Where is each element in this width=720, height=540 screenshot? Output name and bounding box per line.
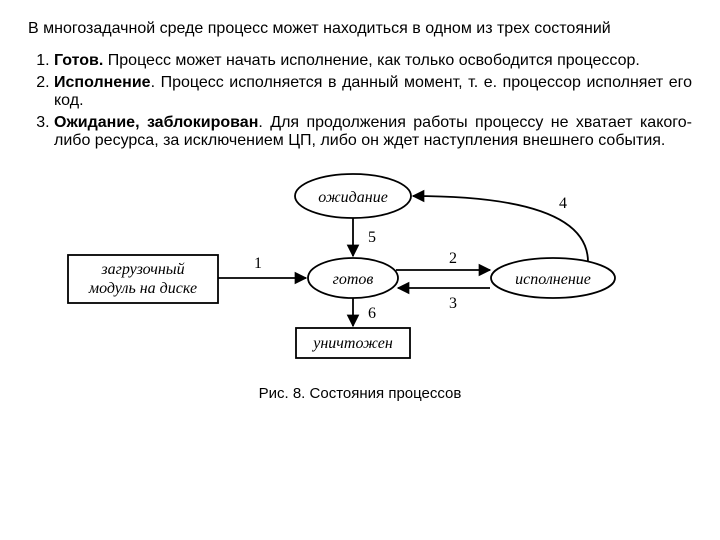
list-item: Готов. Процесс может начать исполнение, … bbox=[54, 52, 692, 70]
edge-5-label: 5 bbox=[368, 229, 376, 246]
edge-6-label: 6 bbox=[368, 305, 376, 322]
edge-3-label: 3 bbox=[449, 295, 457, 312]
list-item: Исполнение. Процесс исполняется в данный… bbox=[54, 74, 692, 110]
term: Ожидание, заблокирован bbox=[54, 114, 258, 131]
state-diagram: загрузочный модуль на диске ожидание гот… bbox=[28, 160, 692, 375]
term-text: Процесс может начать исполнение, как тол… bbox=[103, 52, 640, 69]
states-list: Готов. Процесс может начать исполнение, … bbox=[28, 52, 692, 150]
node-ready-label: готов bbox=[333, 271, 374, 288]
figure-caption: Рис. 8. Состояния процессов bbox=[28, 385, 692, 402]
edge-1-label: 1 bbox=[254, 255, 262, 272]
node-loader-label1: загрузочный bbox=[100, 261, 184, 278]
edge-2-label: 2 bbox=[449, 250, 457, 267]
intro-text: В многозадачной среде процесс может нахо… bbox=[28, 20, 692, 38]
term: Исполнение bbox=[54, 74, 151, 91]
term-text: . Процесс исполняется в данный момент, т… bbox=[54, 74, 692, 109]
node-loader-label2: модуль на диске bbox=[88, 280, 197, 297]
node-running-label: исполнение bbox=[515, 271, 591, 288]
term: Готов. bbox=[54, 52, 103, 69]
diagram-svg: загрузочный модуль на диске ожидание гот… bbox=[28, 160, 668, 370]
node-destroyed-label: уничтожен bbox=[311, 335, 393, 352]
list-item: Ожидание, заблокирован. Для продолжения … bbox=[54, 114, 692, 150]
node-waiting-label: ожидание bbox=[318, 189, 388, 206]
edge-4-label: 4 bbox=[559, 195, 567, 212]
